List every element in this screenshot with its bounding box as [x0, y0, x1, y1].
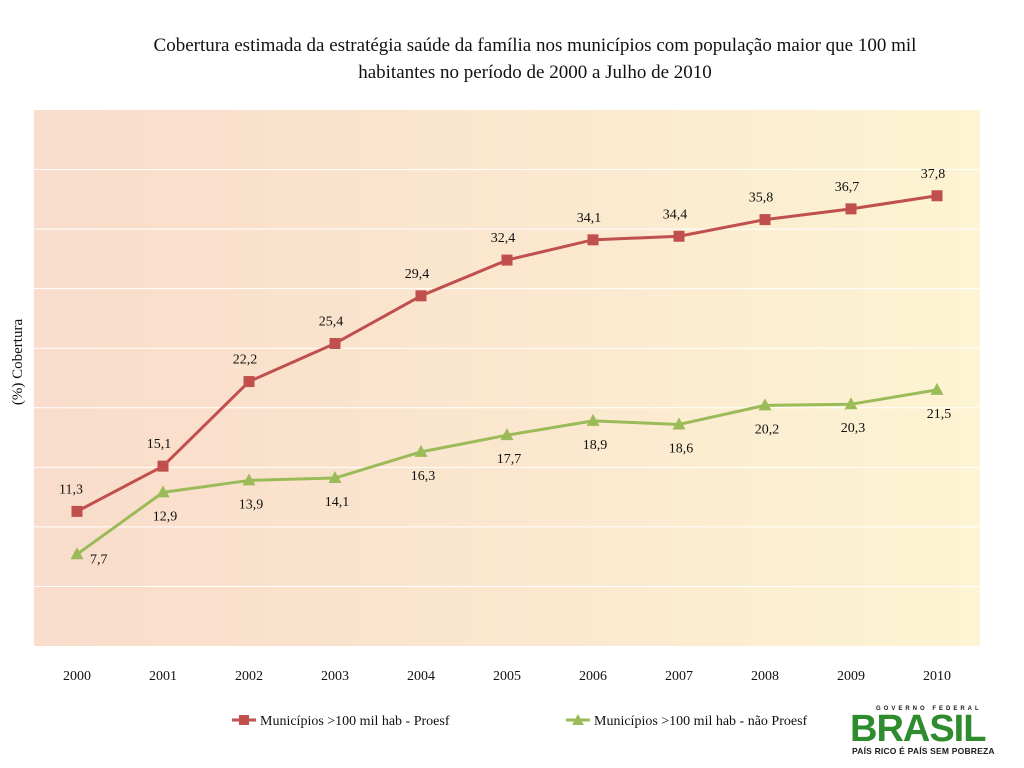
x-tick-label: 2010 — [923, 669, 951, 684]
data-label: 13,9 — [239, 497, 264, 512]
chart-title: Cobertura estimada da estratégia saúde d… — [153, 35, 917, 83]
x-tick-label: 2006 — [579, 669, 607, 684]
data-labels: 11,3 15,1 22,2 25,4 29,4 32,4 34,1 34,4 35,8 36,7… — [59, 167, 951, 568]
governo-federal-logo: GOVERNO FEDERAL BRASIL PAÍS RICO É PAÍS … — [850, 706, 1014, 758]
data-point-proesf — [759, 214, 771, 226]
x-axis-ticks: 2000 2001 2002 2003 2004 2005 2006 2007 2008 2009… — [63, 669, 951, 684]
data-label: 7,7 — [90, 552, 108, 567]
data-label: 20,2 — [755, 422, 780, 437]
data-label: 14,1 — [325, 495, 350, 510]
legend: Municípios >100 mil hab - Proesf Municípi… — [232, 714, 808, 729]
logo-top-text: GOVERNO FEDERAL — [876, 706, 982, 712]
data-point-nao-proesf — [328, 471, 342, 484]
data-label: 25,4 — [319, 314, 344, 329]
data-point-proesf — [329, 337, 341, 349]
data-point-nao-proesf — [930, 382, 944, 395]
data-point-proesf — [71, 505, 83, 517]
data-point-nao-proesf — [758, 398, 772, 411]
x-tick-label: 2009 — [837, 669, 865, 684]
data-point-proesf — [157, 460, 169, 472]
data-label: 35,8 — [749, 191, 774, 206]
data-label: 37,8 — [921, 167, 946, 182]
logo-main-text: BRASIL — [850, 708, 986, 750]
data-label: 34,4 — [663, 207, 688, 222]
x-tick-label: 2003 — [321, 669, 349, 684]
data-label: 18,6 — [669, 441, 694, 456]
data-label: 12,9 — [153, 509, 178, 524]
data-label: 16,3 — [411, 469, 436, 484]
data-point-nao-proesf — [500, 428, 514, 441]
data-label: 32,4 — [491, 231, 516, 246]
data-point-nao-proesf — [156, 485, 170, 498]
x-tick-label: 2005 — [493, 669, 521, 684]
legend-marker-proesf — [239, 715, 249, 725]
x-tick-label: 2000 — [63, 669, 91, 684]
plot-area — [34, 110, 980, 646]
data-label: 18,9 — [583, 438, 608, 453]
x-tick-label: 2001 — [149, 669, 177, 684]
legend-entry-1: Municípios >100 mil hab - Proesf — [260, 714, 450, 729]
data-label: 15,1 — [147, 437, 172, 452]
y-axis-label: (%) Cobertura — [10, 319, 26, 406]
data-point-nao-proesf — [672, 417, 686, 430]
data-point-proesf — [501, 254, 513, 266]
legend-marker-nao-proesf — [572, 714, 584, 725]
logo-bottom-text: PAÍS RICO É PAÍS SEM POBREZA — [852, 746, 995, 756]
data-label: 20,3 — [841, 421, 866, 436]
data-point-nao-proesf — [586, 413, 600, 426]
data-point-proesf — [673, 230, 685, 242]
data-label: 21,5 — [927, 407, 952, 422]
data-label: 17,7 — [497, 452, 522, 467]
data-label: 22,2 — [233, 353, 258, 368]
data-point-nao-proesf — [414, 444, 428, 457]
data-label: 36,7 — [835, 180, 860, 195]
data-point-nao-proesf — [70, 547, 84, 560]
data-point-proesf — [845, 203, 857, 215]
legend-entry-2: Municípios >100 mil hab - não Proesf — [594, 714, 808, 729]
data-label: 29,4 — [405, 267, 430, 282]
data-point-proesf — [243, 376, 255, 388]
x-tick-label: 2007 — [665, 669, 693, 684]
grid-lines — [34, 169, 980, 587]
data-point-nao-proesf — [844, 397, 858, 410]
series-markers — [70, 190, 944, 560]
data-point-proesf — [931, 190, 943, 202]
data-point-nao-proesf — [242, 473, 256, 486]
x-tick-label: 2004 — [407, 669, 435, 684]
x-tick-label: 2002 — [235, 669, 263, 684]
data-label: 34,1 — [577, 211, 602, 226]
x-tick-label: 2008 — [751, 669, 779, 684]
data-point-proesf — [415, 290, 427, 302]
data-label: 11,3 — [59, 482, 83, 497]
data-point-proesf — [587, 234, 599, 246]
